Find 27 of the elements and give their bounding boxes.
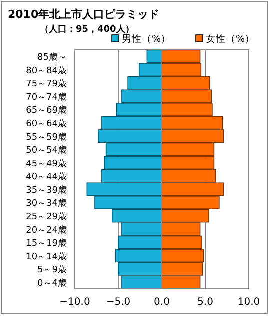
y-tick-label: 5～9歳 xyxy=(38,264,67,276)
y-tick-label: 25～29歳 xyxy=(26,212,67,222)
y-tick-label: 30～34歳 xyxy=(26,198,67,210)
y-tick-label: 45～49歳 xyxy=(26,158,67,170)
chart-subtitle: （人口：95，400人） xyxy=(40,24,134,35)
y-tick-label: 15～19歳 xyxy=(26,238,67,250)
y-tick-label: 60～64歳 xyxy=(26,118,67,130)
y-tick-label: 80～84歳 xyxy=(26,65,67,76)
y-tick-label: 65～69歳 xyxy=(26,105,67,116)
y-tick-label: 10～14歳 xyxy=(26,251,67,262)
y-tick-label: 35～39歳 xyxy=(26,184,67,196)
legend-label: 女性（%） xyxy=(206,33,256,45)
y-tick-label: 20～24歳 xyxy=(26,224,67,236)
y-tick-label: 50～54歳 xyxy=(26,145,67,156)
x-tick-label: 10.0 xyxy=(238,297,260,308)
x-tick-label: −10.0 xyxy=(60,297,90,308)
legend-label: 男性（%） xyxy=(122,33,172,45)
y-tick-label: 70～74歳 xyxy=(26,92,67,103)
y-tick-label: 55～59歳 xyxy=(26,132,67,143)
y-tick-label: 85歳～ xyxy=(38,52,67,64)
x-tick-label: 0.0 xyxy=(154,297,170,308)
y-tick-label: 0～4歳 xyxy=(38,278,67,289)
x-tick-label: 5.0 xyxy=(198,297,214,308)
chart-title: 2010年北上市人口ピラミッド xyxy=(8,8,160,21)
y-tick-label: 75～79歳 xyxy=(26,78,67,90)
x-tick-label: −5.0 xyxy=(106,297,131,308)
y-tick-label: 40～44歳 xyxy=(26,172,67,183)
